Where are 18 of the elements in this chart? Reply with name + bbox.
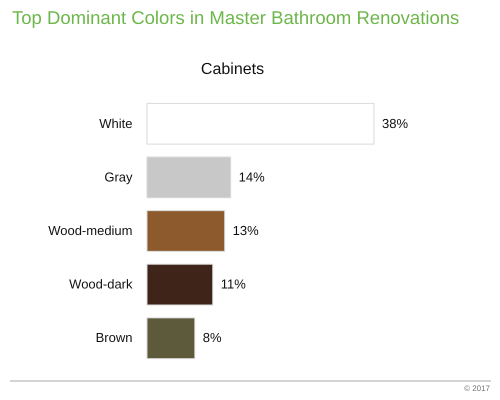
- y-tick-label: Gray: [104, 169, 133, 184]
- chart-title: Top Dominant Colors in Master Bathroom Renovations: [12, 7, 460, 29]
- bar: [146, 210, 226, 252]
- data-label: 13%: [232, 223, 260, 238]
- y-tick-label: White: [99, 116, 132, 131]
- y-tick-label: Wood-medium: [48, 223, 132, 238]
- data-label: 8%: [202, 330, 222, 346]
- data-label: 14%: [238, 169, 266, 184]
- y-tick-label: Wood-dark: [69, 276, 133, 292]
- text: © 2017: [464, 384, 490, 393]
- y-tick-label: Brown: [96, 330, 132, 346]
- bar: [146, 317, 196, 360]
- chart-subtitle: Cabinets: [200, 61, 264, 78]
- data-label: 11%: [220, 276, 246, 292]
- data-label: 38%: [382, 116, 408, 131]
- bar: [146, 264, 214, 306]
- bar: [146, 102, 374, 145]
- bar: [146, 156, 232, 198]
